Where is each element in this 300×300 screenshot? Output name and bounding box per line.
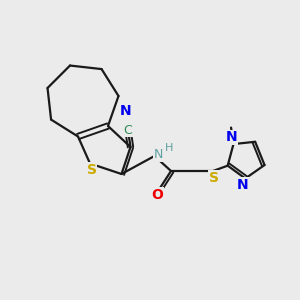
Text: C: C — [123, 124, 132, 136]
Text: O: O — [152, 188, 164, 202]
Text: N: N — [237, 178, 249, 192]
Text: N: N — [153, 148, 163, 161]
Text: S: S — [209, 171, 219, 184]
Text: N: N — [225, 130, 237, 145]
Text: S: S — [86, 163, 97, 177]
Text: N: N — [120, 104, 132, 118]
Text: H: H — [165, 142, 174, 153]
